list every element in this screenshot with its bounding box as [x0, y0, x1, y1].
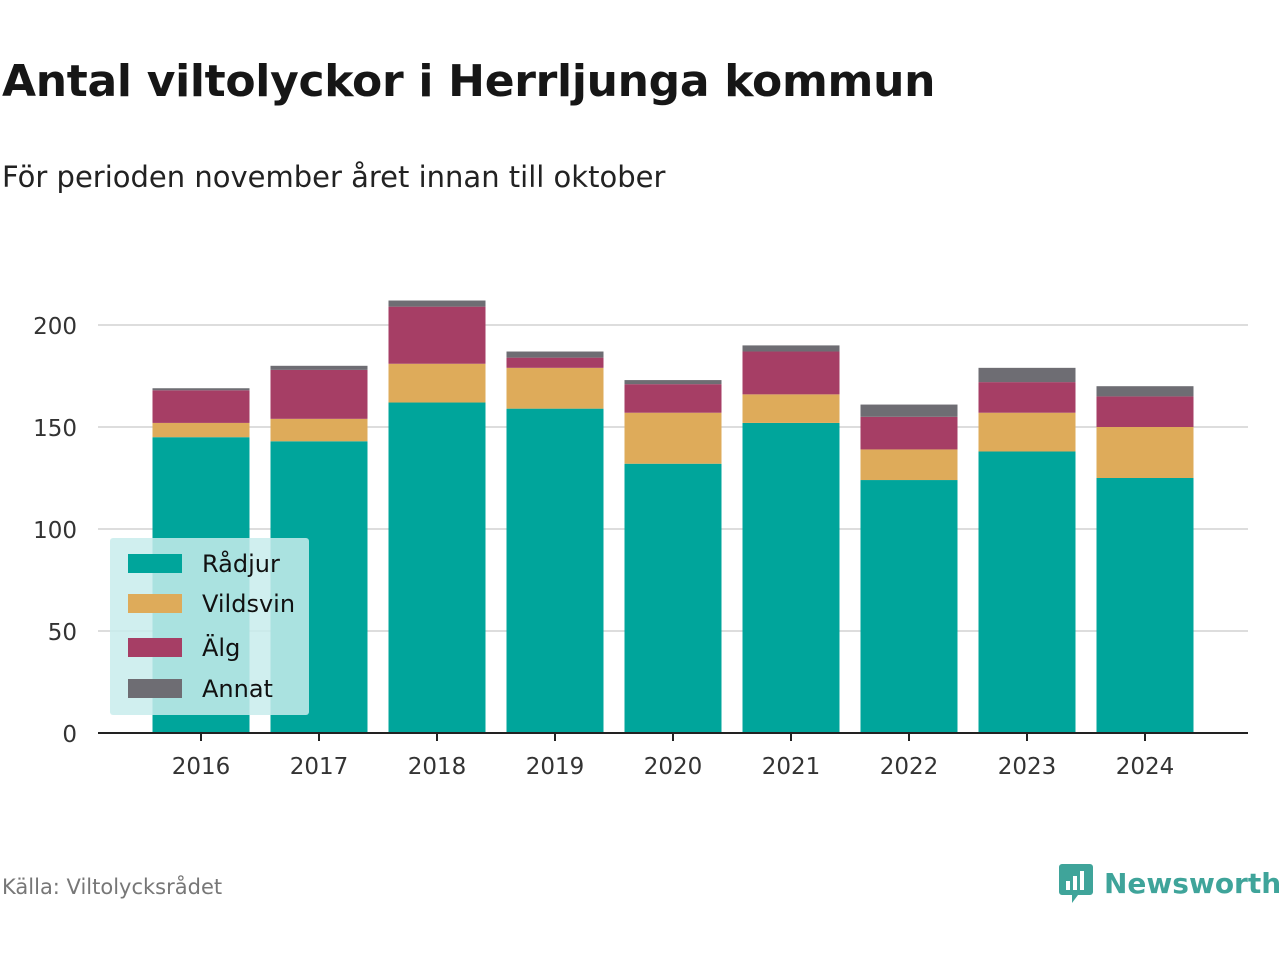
- bar-segment: [506, 357, 604, 368]
- x-tick-label: 2019: [526, 754, 585, 780]
- bar-segment: [152, 422, 250, 438]
- bar-segment: [978, 412, 1076, 452]
- x-tick-label: 2016: [172, 754, 231, 780]
- y-tick-label: 150: [33, 416, 77, 442]
- bar-segment: [978, 451, 1076, 733]
- x-tick-label: 2023: [998, 754, 1057, 780]
- bar-segment: [624, 380, 722, 385]
- brand-logo: Newsworthy: [1058, 862, 1280, 904]
- legend-swatch: [128, 554, 182, 573]
- bar-segment: [1096, 427, 1194, 478]
- bar-segment: [506, 367, 604, 409]
- bar-segment: [270, 418, 368, 442]
- bar-segment: [978, 382, 1076, 413]
- legend-label: Älg: [202, 633, 240, 662]
- bar-segment: [506, 408, 604, 733]
- bar-segment: [152, 388, 250, 391]
- x-tick-label: 2020: [644, 754, 703, 780]
- x-tick-label: 2018: [408, 754, 467, 780]
- x-tick-label: 2021: [762, 754, 821, 780]
- bar-segment: [506, 351, 604, 358]
- y-tick-label: 0: [62, 722, 77, 748]
- bar-segment: [742, 422, 840, 733]
- bar-segment: [978, 367, 1076, 383]
- bar-segment: [1096, 478, 1194, 733]
- x-tick-label: 2022: [880, 754, 939, 780]
- bar-segment: [388, 363, 486, 403]
- axes: 0 50 100 150 200 2016 2017 2018 2019 2020 2021 2022…: [33, 314, 1248, 780]
- newsworthy-logo-icon: [1059, 864, 1093, 903]
- chart-title: Antal viltolyckor i Herrljunga kommun: [2, 56, 936, 107]
- y-tick-label: 200: [33, 314, 77, 340]
- bar-segment: [1096, 386, 1194, 397]
- y-tick-label: 100: [33, 518, 77, 544]
- legend-swatch: [128, 638, 182, 657]
- chart-subtitle: För perioden november året innan till ok…: [2, 160, 666, 194]
- x-tick-label: 2017: [290, 754, 349, 780]
- legend-swatch: [128, 679, 182, 698]
- bar-segment: [860, 480, 958, 733]
- legend: Rådjur Vildsvin Älg Annat: [110, 538, 309, 715]
- x-tick-label: 2024: [1116, 754, 1175, 780]
- bar-segment: [270, 365, 368, 370]
- bar-segment: [388, 300, 486, 307]
- legend-box: [110, 538, 309, 715]
- bar-segment: [742, 345, 840, 352]
- bar-segment: [624, 463, 722, 733]
- bar-segment: [860, 449, 958, 481]
- y-tick-label: 50: [48, 620, 77, 646]
- bar-segment: [624, 384, 722, 413]
- bar-segment: [742, 394, 840, 423]
- bar-segment: [742, 351, 840, 395]
- legend-label: Vildsvin: [202, 590, 295, 618]
- bar-segment: [152, 390, 250, 423]
- bar-segment: [1096, 396, 1194, 427]
- legend-label: Annat: [202, 675, 273, 703]
- bar-segment: [624, 412, 722, 464]
- bar-segment: [270, 369, 368, 419]
- bar-segment: [860, 416, 958, 450]
- bar-segment: [388, 402, 486, 733]
- bar-segment: [388, 306, 486, 364]
- brand-name: Newsworthy: [1104, 866, 1280, 900]
- legend-label: Rådjur: [202, 549, 280, 578]
- source-note: Källa: Viltolycksrådet: [2, 875, 223, 899]
- bar-segment: [860, 404, 958, 417]
- legend-swatch: [128, 594, 182, 613]
